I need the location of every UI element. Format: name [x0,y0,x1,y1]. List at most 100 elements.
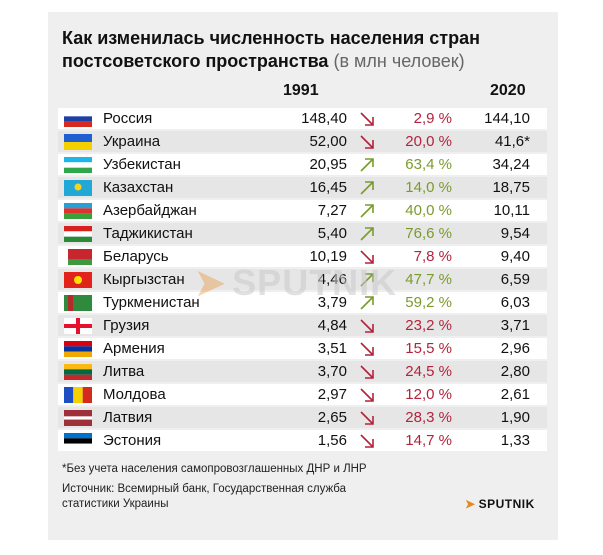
change-percent: 76,6 % [405,225,452,242]
value-2020: 9,54 [500,225,530,242]
value-1991: 4,46 [317,271,347,288]
value-2020: 3,71 [500,317,530,334]
value-1991: 148,40 [301,110,347,127]
header-2020: 2020 [490,82,526,99]
table-row: Таджикистан 5,40 76,6 % 9,54 [58,223,547,244]
country-name: Казахстан [103,179,174,196]
change-percent: 20,0 % [405,133,452,150]
country-name: Молдова [103,386,166,403]
value-2020: 2,96 [500,340,530,357]
arrow-up-icon [360,181,374,195]
table-row: Азербайджан 7,27 40,0 % 10,11 [58,200,547,221]
value-2020: 1,90 [500,409,530,426]
table-row: Литва 3,70 24,5 % 2,80 [58,361,547,382]
flag-icon [64,318,92,334]
arrow-down-icon [360,365,374,379]
flag-icon [64,272,92,288]
country-name: Кыргызстан [103,271,185,288]
table-row: Россия 148,40 2,9 % 144,10 [58,108,547,129]
value-2020: 1,33 [500,432,530,449]
sputnik-logo-icon: ➤ [465,497,476,511]
country-name: Узбекистан [103,156,181,173]
value-1991: 2,65 [317,409,347,426]
value-2020: 9,40 [500,248,530,265]
table-row: Беларусь 10,19 7,8 % 9,40 [58,246,547,267]
country-name: Россия [103,110,153,127]
change-percent: 47,7 % [405,271,452,288]
value-1991: 3,79 [317,294,347,311]
flag-icon [64,111,92,127]
arrow-up-icon [360,204,374,218]
flag-icon [64,387,92,403]
watermark-icon: ➤ [195,262,227,303]
country-name: Литва [103,363,145,380]
value-2020: 10,11 [493,202,530,219]
change-percent: 63,4 % [405,156,452,173]
value-2020: 18,75 [492,179,530,196]
table-row: Грузия 4,84 23,2 % 3,71 [58,315,547,336]
value-2020: 2,80 [500,363,530,380]
country-name: Беларусь [103,248,169,265]
value-1991: 20,95 [309,156,347,173]
change-percent: 14,7 % [405,432,452,449]
change-percent: 14,0 % [405,179,452,196]
value-1991: 5,40 [317,225,347,242]
flag-icon [64,180,92,196]
arrow-down-icon [360,135,374,149]
flag-icon [64,157,92,173]
arrow-up-icon [360,227,374,241]
arrow-down-icon [360,319,374,333]
arrow-down-icon [360,411,374,425]
source-line-2: статистики Украины [62,498,169,510]
arrow-up-icon [360,158,374,172]
country-name: Таджикистан [103,225,193,242]
arrow-down-icon [360,388,374,402]
change-percent: 23,2 % [405,317,452,334]
arrow-down-icon [360,342,374,356]
change-percent: 7,8 % [413,248,452,265]
country-name: Эстония [103,432,162,449]
value-1991: 7,27 [317,202,347,219]
country-name: Украина [103,133,161,150]
change-percent: 40,0 % [405,202,452,219]
table-row: Латвия 2,65 28,3 % 1,90 [58,407,547,428]
value-1991: 3,70 [317,363,347,380]
arrow-down-icon [360,112,374,126]
arrow-down-icon [360,250,374,264]
change-percent: 24,5 % [405,363,452,380]
value-2020: 6,03 [500,294,530,311]
change-percent: 15,5 % [405,340,452,357]
table-row: Туркменистан 3,79 59,2 % 6,03 [58,292,547,313]
table-row: Армения 3,51 15,5 % 2,96 [58,338,547,359]
change-percent: 2,9 % [413,110,452,127]
arrow-down-icon [360,434,374,448]
sputnik-logo: ➤ SPUTNIK [465,497,535,511]
arrow-up-icon [360,296,374,310]
value-1991: 4,84 [317,317,347,334]
country-name: Грузия [103,317,150,334]
flag-icon [64,364,92,380]
value-2020: 34,24 [492,156,530,173]
flag-icon [64,410,92,426]
table-row: Эстония 1,56 14,7 % 1,33 [58,430,547,451]
flag-icon [64,249,92,265]
value-2020: 144,10 [484,110,530,127]
flag-icon [64,433,92,449]
change-percent: 59,2 % [405,294,452,311]
table-row: Украина 52,00 20,0 % 41,6* [58,131,547,152]
table-row: Казахстан 16,45 14,0 % 18,75 [58,177,547,198]
title-main: Как изменилась численность населения стр… [62,28,480,71]
country-name: Азербайджан [103,202,197,219]
country-name: Армения [103,340,165,357]
watermark: ➤ SPUTNIK [195,262,397,304]
table-row: Молдова 2,97 12,0 % 2,61 [58,384,547,405]
country-name: Туркменистан [103,294,200,311]
table-row: Узбекистан 20,95 63,4 % 34,24 [58,154,547,175]
arrow-up-icon [360,273,374,287]
value-1991: 1,56 [317,432,347,449]
value-2020: 6,59 [500,271,530,288]
flag-icon [64,134,92,150]
header-1991: 1991 [283,82,319,99]
table-row: Кыргызстан 4,46 47,7 % 6,59 [58,269,547,290]
chart-title: Как изменилась численность населения стр… [62,27,542,73]
